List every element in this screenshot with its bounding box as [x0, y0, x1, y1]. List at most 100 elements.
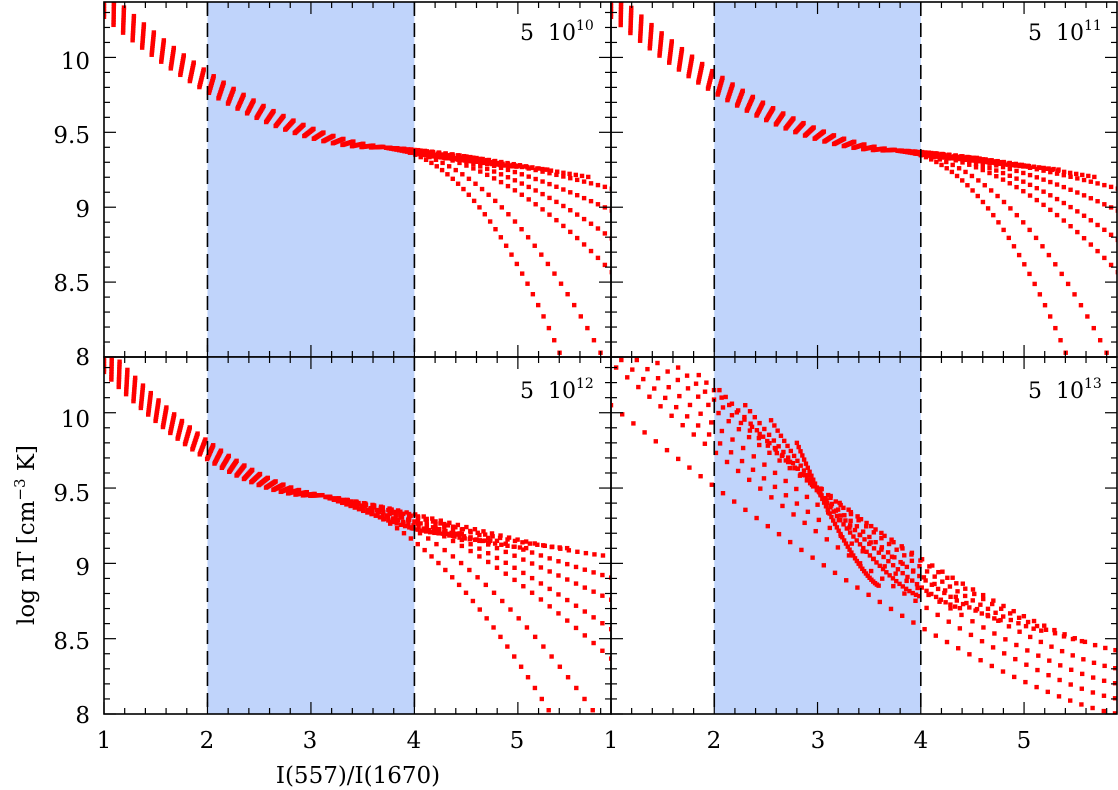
data-point — [775, 428, 780, 433]
data-point — [978, 658, 983, 663]
data-point — [519, 172, 525, 177]
data-point — [849, 541, 854, 546]
data-point — [960, 160, 965, 165]
data-point — [203, 437, 208, 442]
data-point — [131, 16, 136, 21]
data-point — [785, 443, 790, 449]
data-point — [540, 166, 545, 172]
data-point — [582, 696, 587, 702]
data-point — [412, 519, 417, 524]
data-point — [471, 198, 477, 204]
data-point — [870, 556, 876, 562]
data-point — [743, 507, 748, 513]
data-point — [693, 381, 699, 386]
data-point — [104, 369, 107, 375]
data-point — [171, 45, 177, 51]
data-point — [860, 566, 865, 571]
marker-group — [611, 357, 1117, 714]
data-point — [1081, 236, 1087, 241]
data-point — [897, 581, 902, 587]
data-point — [647, 41, 653, 46]
marker-group — [104, 357, 611, 713]
data-point — [876, 583, 881, 588]
data-point — [516, 616, 521, 621]
data-point — [523, 545, 529, 551]
data-point — [918, 558, 923, 563]
data-point — [638, 21, 644, 27]
data-point — [525, 165, 530, 170]
data-point — [1074, 171, 1079, 177]
data-point — [816, 517, 822, 523]
data-point — [788, 539, 793, 545]
data-point — [974, 155, 979, 161]
data-point — [470, 598, 476, 604]
data-point — [798, 449, 803, 454]
data-point — [970, 619, 975, 624]
data-point — [459, 537, 465, 543]
data-point — [801, 457, 807, 462]
x-axis-title: I(557)/I(1670) — [276, 763, 440, 789]
data-point — [742, 417, 747, 422]
data-point — [645, 366, 650, 372]
data-point — [1000, 669, 1006, 674]
data-point — [565, 561, 570, 567]
data-point — [828, 493, 833, 499]
data-point — [658, 42, 663, 47]
data-point — [790, 460, 796, 466]
data-point — [104, 361, 107, 366]
data-point — [861, 545, 866, 551]
data-point — [628, 23, 633, 28]
data-point — [131, 23, 136, 28]
data-point — [1056, 694, 1062, 699]
data-point — [433, 522, 438, 527]
data-point — [788, 448, 794, 454]
data-point — [915, 151, 920, 156]
data-point — [920, 152, 925, 157]
data-point — [805, 465, 810, 470]
data-point — [533, 176, 538, 182]
data-point — [407, 150, 412, 155]
data-point — [512, 188, 518, 193]
data-point — [970, 188, 975, 193]
data-point — [739, 458, 745, 464]
data-point — [773, 447, 778, 452]
data-point — [251, 98, 256, 103]
data-point — [545, 167, 550, 172]
data-point — [485, 535, 491, 541]
data-point — [1046, 252, 1052, 258]
data-point — [452, 156, 457, 161]
data-point — [547, 569, 552, 574]
data-point — [561, 203, 566, 209]
data-point — [949, 169, 955, 175]
data-point — [647, 46, 653, 51]
data-point — [776, 444, 781, 449]
data-point — [1068, 682, 1073, 687]
data-point — [151, 36, 156, 42]
data-point — [1014, 184, 1019, 190]
data-point — [547, 604, 552, 609]
data-point — [428, 153, 434, 159]
data-point — [121, 10, 126, 15]
data-point — [1068, 204, 1073, 210]
data-point — [271, 108, 276, 114]
data-point — [838, 517, 843, 523]
data-point — [1095, 248, 1100, 254]
data-point — [141, 26, 146, 32]
data-point — [161, 38, 167, 43]
data-point — [1085, 314, 1090, 319]
y-tick-labels: 10 9.5 9 8.5 8 8 10 9.5 9 8.5 8 — [53, 49, 90, 729]
data-point — [1061, 200, 1067, 206]
data-point — [104, 14, 107, 20]
data-point — [912, 151, 918, 156]
data-point — [512, 577, 517, 583]
data-point — [893, 571, 898, 576]
data-point — [109, 357, 114, 361]
data-point — [959, 612, 964, 618]
data-point — [519, 271, 525, 276]
data-point — [664, 447, 670, 453]
data-point — [378, 506, 384, 511]
data-point — [478, 156, 483, 162]
data-point — [418, 152, 423, 157]
data-point — [723, 394, 728, 400]
